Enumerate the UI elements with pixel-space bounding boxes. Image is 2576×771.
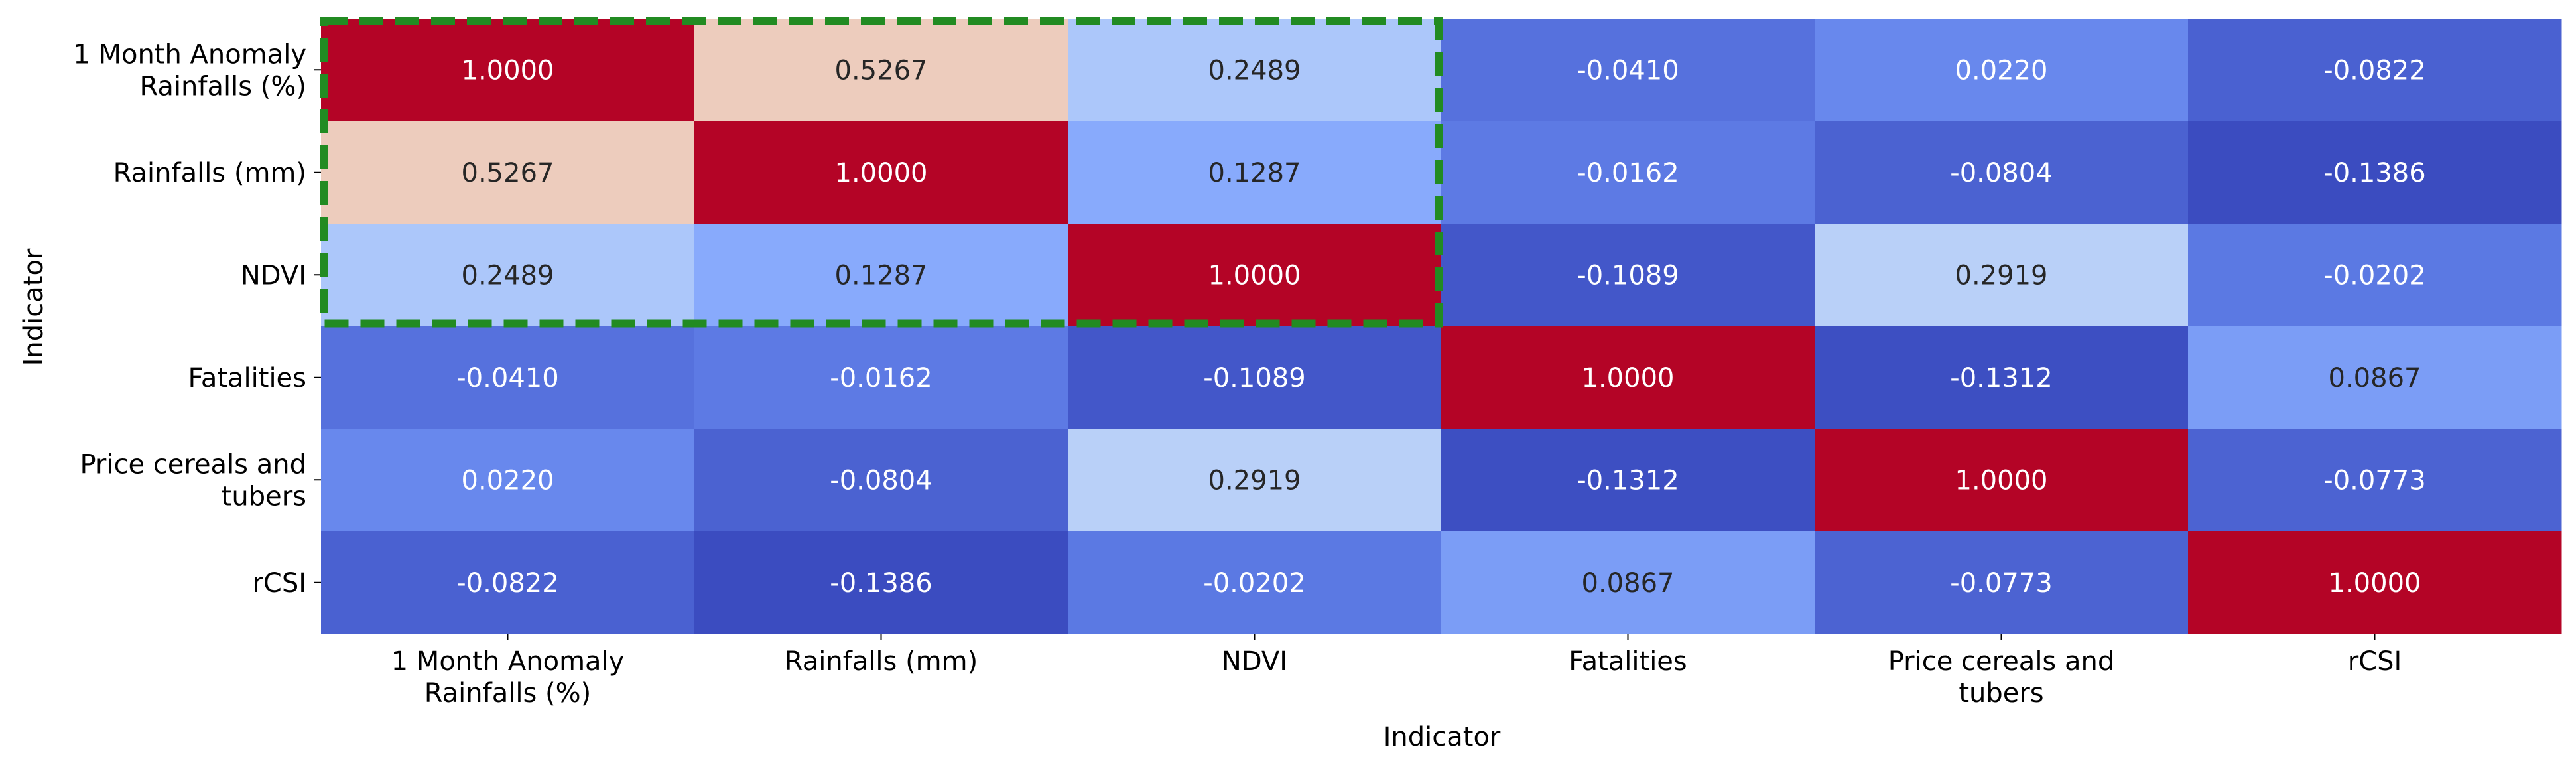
heatmap-cell-r5-c1 — [694, 531, 1068, 634]
y-tick-label-4: Price cereals and tubers — [80, 449, 306, 512]
cell-label-r3-c5: 0.0867 — [2329, 363, 2421, 393]
cell-label-r4-c5: -0.0773 — [2323, 465, 2425, 496]
cell-label-r3-c0: -0.0410 — [456, 363, 558, 393]
x-tick-label-1: Rainfalls (mm) — [785, 646, 978, 677]
heatmap-cell-r1-c5 — [2188, 121, 2562, 224]
cell-label-r5-c1: -0.1386 — [830, 568, 932, 598]
y-axis-ticks: 1 Month Anomaly Rainfalls (%) Rainfalls (m… — [73, 39, 321, 598]
highlight-box — [320, 17, 1443, 328]
heatmap-cell-r0-c2 — [1068, 19, 1442, 121]
x-tick-label-5: rCSI — [2348, 646, 2402, 677]
heatmap-cell-r4-c2 — [1068, 429, 1442, 531]
heatmap-cell-r5-c4 — [1815, 531, 2189, 634]
cell-label-r2-c3: -0.1089 — [1577, 260, 1679, 291]
x-tick-label-0: 1 Month Anomaly Rainfalls (%) — [391, 646, 625, 709]
heatmap-cell-r3-c4 — [1815, 326, 2189, 429]
cell-label-r2-c0: 0.2489 — [462, 260, 554, 291]
x-tick-label-4: Price cereals and tubers — [1888, 646, 2115, 709]
heatmap-cell-r1-c2 — [1068, 121, 1442, 224]
cell-label-r1-c1: 1.0000 — [835, 158, 928, 188]
heatmap-cell-r1-c3 — [1441, 121, 1815, 224]
cell-label-r2-c2: 1.0000 — [1208, 260, 1301, 291]
heatmap-cell-r0-c4 — [1815, 19, 2189, 121]
x-tick-label-2: NDVI — [1222, 646, 1287, 677]
heatmap-cell-r0-c3 — [1441, 19, 1815, 121]
heatmap-cells: 1.0000 0.5267 0.2489 -0.0410 0.0220 -0.0822 0.… — [321, 19, 2562, 634]
heatmap-cell-r5-c3 — [1441, 531, 1815, 634]
heatmap-cell-r2-c5 — [2188, 224, 2562, 326]
cell-label-r0-c0: 1.0000 — [462, 55, 554, 86]
x-axis-ticks: 1 Month Anomaly Rainfalls (%) Rainfalls (m… — [391, 634, 2402, 709]
heatmap-cell-r3-c0 — [321, 326, 695, 429]
cell-label-r5-c0: -0.0822 — [456, 568, 558, 598]
y-axis-title: Indicator — [19, 248, 49, 366]
cell-label-r0-c3: -0.0410 — [1577, 55, 1679, 86]
x-axis-title: Indicator — [1384, 722, 1501, 752]
y-tick-label-3: Fatalities — [188, 363, 306, 393]
cell-label-r0-c5: -0.0822 — [2323, 55, 2425, 86]
heatmap-cell-r2-c4 — [1815, 224, 2189, 326]
cell-label-r2-c1: 0.1287 — [835, 260, 928, 291]
cell-label-r0-c4: 0.0220 — [1955, 55, 2048, 86]
cell-label-r1-c2: 0.1287 — [1208, 158, 1301, 188]
cell-label-r4-c4: 1.0000 — [1955, 465, 2048, 496]
heatmap-cell-r1-c4 — [1815, 121, 2189, 224]
heatmap-cell-r4-c4 — [1815, 429, 2189, 531]
y-tick-label-0: 1 Month Anomaly Rainfalls (%) — [73, 39, 306, 102]
heatmap-cell-r4-c5 — [2188, 429, 2562, 531]
heatmap-cell-r0-c5 — [2188, 19, 2562, 121]
heatmap-cell-r1-c0 — [321, 121, 695, 224]
heatmap-cell-r4-c0 — [321, 429, 695, 531]
heatmap-cell-r5-c5 — [2188, 531, 2562, 634]
heatmap-cell-r1-c1 — [694, 121, 1068, 224]
cell-label-r1-c3: -0.0162 — [1577, 158, 1679, 188]
cell-label-r3-c1: -0.0162 — [830, 363, 932, 393]
cell-label-r3-c3: 1.0000 — [1582, 363, 1675, 393]
heatmap-cell-r0-c1 — [694, 19, 1068, 121]
cell-label-r4-c3: -0.1312 — [1577, 465, 1679, 496]
heatmap-cell-r2-c1 — [694, 224, 1068, 326]
cell-label-r4-c1: -0.0804 — [830, 465, 932, 496]
cell-label-r1-c4: -0.0804 — [1950, 158, 2052, 188]
cell-label-r4-c2: 0.2919 — [1208, 465, 1301, 496]
cell-label-r5-c4: -0.0773 — [1950, 568, 2052, 598]
y-tick-label-1: Rainfalls (mm) — [113, 158, 306, 188]
cell-label-r1-c5: -0.1386 — [2323, 158, 2425, 188]
y-tick-label-5: rCSI — [252, 568, 306, 598]
highlight-rectangle — [320, 17, 1443, 328]
heatmap-cell-r2-c2 — [1068, 224, 1442, 326]
heatmap-cell-r0-c0 — [321, 19, 695, 121]
heatmap-cell-r3-c1 — [694, 326, 1068, 429]
heatmap-cell-r3-c3 — [1441, 326, 1815, 429]
cell-label-r5-c5: 1.0000 — [2329, 568, 2421, 598]
cell-label-r3-c2: -0.1089 — [1203, 363, 1305, 393]
cell-label-r4-c0: 0.0220 — [462, 465, 554, 496]
heatmap-cell-r2-c0 — [321, 224, 695, 326]
cell-label-r2-c5: -0.0202 — [2323, 260, 2425, 291]
cell-label-r5-c2: -0.0202 — [1203, 568, 1305, 598]
heatmap-cell-r4-c1 — [694, 429, 1068, 531]
cell-label-r0-c1: 0.5267 — [835, 55, 928, 86]
heatmap-cell-r5-c0 — [321, 531, 695, 634]
cell-label-r3-c4: -0.1312 — [1950, 363, 2052, 393]
heatmap-cell-r3-c5 — [2188, 326, 2562, 429]
heatmap-cell-r5-c2 — [1068, 531, 1442, 634]
cell-label-r1-c0: 0.5267 — [462, 158, 554, 188]
cell-label-r5-c3: 0.0867 — [1582, 568, 1675, 598]
cell-label-r0-c2: 0.2489 — [1208, 55, 1301, 86]
cell-label-r2-c4: 0.2919 — [1955, 260, 2048, 291]
x-tick-label-3: Fatalities — [1569, 646, 1687, 677]
y-tick-label-2: NDVI — [241, 260, 306, 291]
heatmap-cell-r4-c3 — [1441, 429, 1815, 531]
heatmap-cell-r3-c2 — [1068, 326, 1442, 429]
heatmap-cell-r2-c3 — [1441, 224, 1815, 326]
